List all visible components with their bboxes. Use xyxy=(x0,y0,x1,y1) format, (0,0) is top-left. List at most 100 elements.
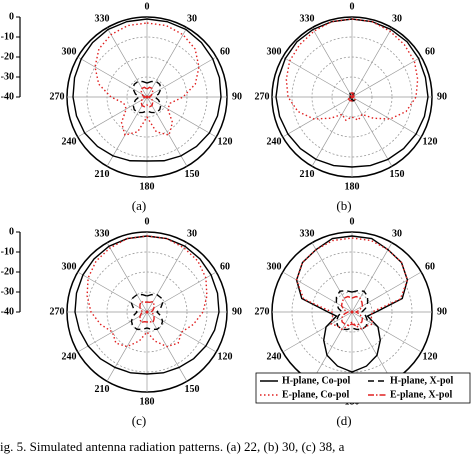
r-tick-label: 0 xyxy=(9,226,14,237)
spoke xyxy=(106,242,148,313)
angle-label: 270 xyxy=(255,306,270,317)
angle-label: 60 xyxy=(220,261,230,272)
angle-label: 0 xyxy=(350,1,355,12)
spoke xyxy=(311,311,353,382)
spoke xyxy=(351,242,393,313)
spoke xyxy=(77,56,148,98)
r-tick-label: -20 xyxy=(1,51,14,62)
r-tick-label: -30 xyxy=(1,71,14,82)
center-dot xyxy=(145,310,149,314)
spoke xyxy=(282,311,353,353)
r-tick-label: -40 xyxy=(1,91,14,102)
r-tick-label: -30 xyxy=(1,286,14,297)
pattern-line xyxy=(340,295,364,327)
angle-label: 330 xyxy=(300,13,315,24)
angle-label: 0 xyxy=(350,216,355,227)
angle-label: 60 xyxy=(425,46,435,57)
sub-label: (a) xyxy=(132,198,146,213)
spoke xyxy=(106,96,148,167)
spoke xyxy=(351,311,393,382)
r-tick-label: -20 xyxy=(1,266,14,277)
spoke xyxy=(146,27,188,98)
angle-label: 120 xyxy=(217,136,232,147)
legend-label: H-plane, X-pol xyxy=(390,375,454,386)
legend-box xyxy=(255,372,471,404)
spoke xyxy=(146,96,217,138)
angle-label: 60 xyxy=(220,46,230,57)
spoke xyxy=(351,27,393,98)
angle-label: 210 xyxy=(300,169,315,180)
angle-label: 30 xyxy=(392,228,402,239)
angle-label: 120 xyxy=(217,351,232,362)
pattern-line xyxy=(94,22,200,136)
pattern-line xyxy=(347,92,357,102)
caption: ig. 5. Simulated antenna radiation patte… xyxy=(0,439,345,454)
angle-label: 30 xyxy=(187,228,197,239)
spoke xyxy=(146,242,188,313)
pattern-line xyxy=(139,300,155,324)
angle-label: 300 xyxy=(267,46,282,57)
angle-label: 240 xyxy=(62,351,77,362)
r-tick-label: -10 xyxy=(1,246,14,257)
sub-label: (d) xyxy=(336,413,351,428)
center-dot xyxy=(350,310,354,314)
spoke xyxy=(77,271,148,313)
spoke xyxy=(351,311,422,353)
spoke xyxy=(351,96,422,138)
spoke xyxy=(311,242,353,313)
pattern-line xyxy=(295,237,409,331)
angle-label: 90 xyxy=(232,306,242,317)
angle-label: 240 xyxy=(267,136,282,147)
angle-label: 270 xyxy=(255,91,270,102)
spoke xyxy=(351,96,393,167)
angle-label: 270 xyxy=(50,91,65,102)
sub-label: (b) xyxy=(336,198,351,213)
angle-label: 150 xyxy=(390,169,405,180)
spoke xyxy=(146,311,217,353)
spoke xyxy=(106,27,148,98)
pattern-line xyxy=(285,18,419,122)
legend-label: H-plane, Co-pol xyxy=(282,375,351,386)
pattern-line xyxy=(335,290,369,331)
spoke xyxy=(146,271,217,313)
angle-label: 210 xyxy=(95,169,110,180)
angle-label: 30 xyxy=(187,13,197,24)
spoke xyxy=(282,56,353,98)
angle-label: 330 xyxy=(95,228,110,239)
angle-label: 120 xyxy=(422,136,437,147)
spoke xyxy=(106,311,148,382)
angle-label: 90 xyxy=(437,91,447,102)
angle-label: 330 xyxy=(95,13,110,24)
center-dot xyxy=(350,95,354,99)
spoke xyxy=(77,96,148,138)
angle-label: 150 xyxy=(185,384,200,395)
spoke xyxy=(311,27,353,98)
angle-label: 300 xyxy=(267,261,282,272)
angle-label: 150 xyxy=(185,169,200,180)
angle-label: 0 xyxy=(145,216,150,227)
center-dot xyxy=(145,95,149,99)
angle-label: 180 xyxy=(140,181,155,192)
r-tick-label: -40 xyxy=(1,306,14,317)
angle-label: 30 xyxy=(392,13,402,24)
pattern-line xyxy=(130,293,164,331)
spoke xyxy=(77,311,148,353)
angle-label: 180 xyxy=(345,181,360,192)
pattern-line xyxy=(72,18,222,162)
legend-label: E-plane, Co-pol xyxy=(282,389,349,400)
angle-label: 330 xyxy=(300,228,315,239)
r-tick-label: 0 xyxy=(9,11,14,22)
spoke xyxy=(311,96,353,167)
spoke xyxy=(282,96,353,138)
spoke xyxy=(146,96,188,167)
angle-label: 300 xyxy=(62,261,77,272)
angle-label: 90 xyxy=(232,91,242,102)
pattern-line xyxy=(86,235,208,348)
angle-label: 210 xyxy=(95,384,110,395)
r-tick-label: -10 xyxy=(1,31,14,42)
angle-label: 240 xyxy=(62,136,77,147)
spoke xyxy=(351,56,422,98)
angle-label: 0 xyxy=(145,1,150,12)
angle-label: 120 xyxy=(422,351,437,362)
